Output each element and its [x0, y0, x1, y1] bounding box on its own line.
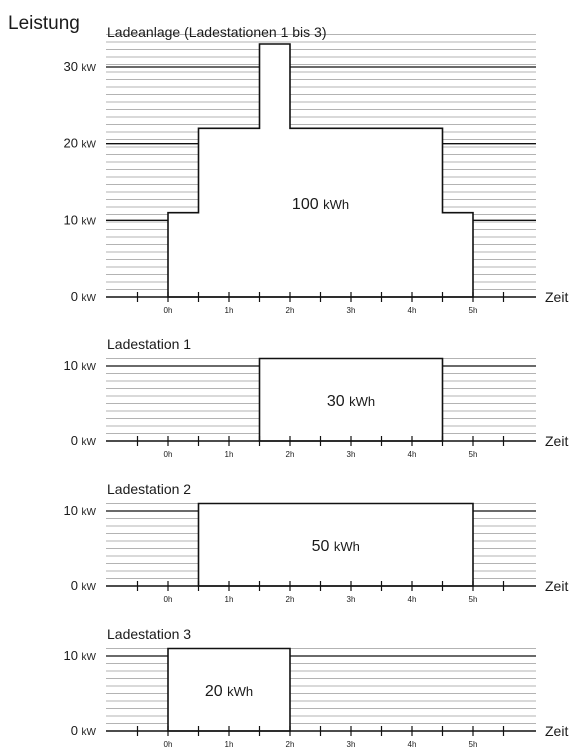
x-tick-label: 3h — [347, 740, 356, 749]
y-tick-label-10: 10 kW — [63, 648, 96, 663]
x-tick-label: 4h — [408, 740, 417, 749]
x-tick-label: 0h — [164, 450, 173, 459]
x-tick-label: 5h — [469, 595, 478, 604]
y-tick-label-10: 10 kW — [63, 503, 96, 518]
x-tick-label: 3h — [347, 595, 356, 604]
y-tick-label-0: 0 kW — [71, 289, 97, 304]
y-tick-label-10: 10 kW — [63, 212, 96, 227]
y-tick-label-0: 0 kW — [71, 723, 97, 738]
energy-label: 100 kWh — [292, 196, 349, 213]
x-tick-label: 2h — [286, 450, 295, 459]
y-tick-label-0: 0 kW — [71, 433, 97, 448]
y-tick-label-10: 10 kW — [63, 358, 96, 373]
y-axis-label: Leistung — [8, 13, 80, 34]
x-tick-label: 2h — [286, 595, 295, 604]
panel-title: Ladestation 1 — [107, 336, 191, 352]
panel-title: Ladeanlage (Ladestationen 1 bis 3) — [107, 24, 327, 40]
y-tick-label-30: 30 kW — [63, 59, 96, 74]
x-tick-label: 3h — [347, 306, 356, 315]
x-tick-label: 5h — [469, 450, 478, 459]
panel-title: Ladestation 2 — [107, 481, 191, 497]
panel-title: Ladestation 3 — [107, 626, 191, 642]
x-tick-label: 0h — [164, 306, 173, 315]
energy-label: 20 kWh — [205, 683, 253, 700]
power-profile-area — [167, 43, 474, 298]
x-tick-label: 2h — [286, 740, 295, 749]
x-axis-label: Zeit — [545, 433, 568, 449]
x-tick-label: 4h — [408, 306, 417, 315]
x-axis-label: Zeit — [545, 723, 568, 739]
x-tick-label: 1h — [225, 595, 234, 604]
x-tick-label: 1h — [225, 450, 234, 459]
energy-label: 30 kWh — [327, 393, 375, 410]
x-tick-label: 5h — [469, 306, 478, 315]
x-tick-label: 5h — [469, 740, 478, 749]
x-tick-label: 3h — [347, 450, 356, 459]
x-tick-label: 0h — [164, 740, 173, 749]
x-tick-label: 4h — [408, 595, 417, 604]
x-tick-label: 1h — [225, 740, 234, 749]
x-tick-label: 2h — [286, 306, 295, 315]
x-tick-label: 4h — [408, 450, 417, 459]
x-tick-label: 1h — [225, 306, 234, 315]
x-tick-label: 0h — [164, 595, 173, 604]
x-axis-label: Zeit — [545, 578, 568, 594]
y-tick-label-20: 20 kW — [63, 136, 96, 151]
y-tick-label-0: 0 kW — [71, 578, 97, 593]
energy-label: 50 kWh — [312, 538, 360, 555]
x-axis-label: Zeit — [545, 289, 568, 305]
